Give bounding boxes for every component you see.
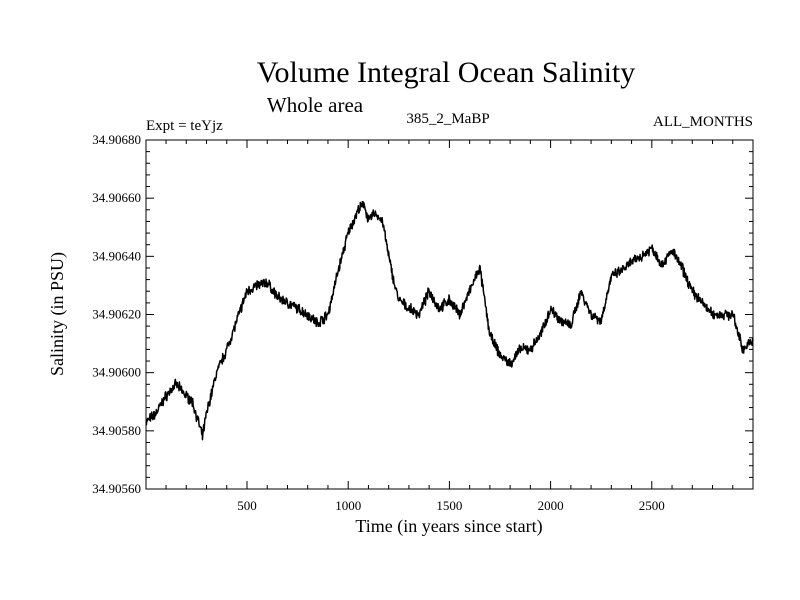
y-tick-label: 34.90680 [92, 132, 141, 147]
y-tick-label: 34.90560 [92, 481, 141, 496]
x-axis-ticks: 500 1000 1500 2000 2500 [165, 140, 734, 513]
series-layer [145, 200, 754, 441]
chart-subtitle: Whole area [267, 93, 364, 117]
y-axis-label: Salinity (in PSU) [47, 252, 68, 376]
chart-title: Volume Integral Ocean Salinity [257, 56, 636, 89]
x-axis-label: Time (in years since start) [355, 516, 542, 537]
months-label: ALL_MONTHS [653, 114, 753, 130]
experiment-label: Expt = teYjz [146, 118, 223, 134]
y-tick-label: 34.90640 [92, 248, 141, 263]
x-tick-label: 1000 [335, 498, 361, 513]
salinity-series-line [145, 200, 754, 441]
x-tick-label: 2500 [639, 498, 665, 513]
y-tick-label: 34.90580 [92, 423, 141, 438]
x-tick-label: 1500 [436, 498, 462, 513]
x-tick-label: 500 [237, 498, 257, 513]
y-tick-label: 34.90600 [92, 365, 141, 380]
x-tick-label: 2000 [538, 498, 564, 513]
y-tick-label: 34.90660 [92, 190, 141, 205]
period-label: 385_2_MaBP [406, 111, 489, 127]
y-axis-ticks: 34.90560 34.90580 34.90600 34.90620 34.90640… [92, 132, 753, 496]
plot-frame [145, 139, 754, 490]
y-tick-label: 34.90620 [92, 307, 141, 322]
